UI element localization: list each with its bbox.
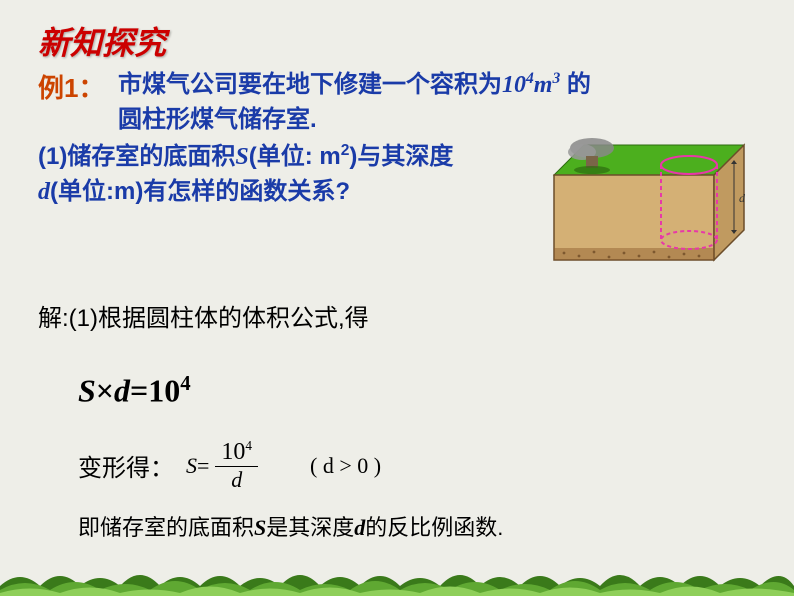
fraction: 104 d [215, 438, 258, 493]
question-1: (1)储存室的底面积S(单位: m2)与其深度d(单位:m)有怎样的函数关系? [38, 140, 478, 210]
fraction-top: 104 [215, 438, 258, 467]
fraction-bot: d [225, 467, 248, 493]
eq1-eq: =10 [130, 373, 180, 409]
problem-text-1: 市煤气公司要在地下修建一个容积为 [118, 71, 502, 98]
conclusion-post: 的反比例函数. [365, 515, 503, 540]
volume-base: 10 [502, 72, 526, 98]
eq2-S: S [186, 453, 197, 479]
q1-part2: (单位: m [249, 143, 341, 170]
footer-decoration [0, 548, 794, 596]
conclusion: 即储存室的底面积S是其深度d的反比例函数. [78, 510, 503, 542]
volume-unit: m [534, 72, 553, 98]
conclusion-d: d [354, 515, 365, 540]
condition: ( d > 0 ) [310, 453, 381, 479]
eq1-S: S [78, 373, 96, 409]
eq2-equals: = [197, 453, 209, 479]
equation-sd: S×d=104 [78, 372, 191, 410]
problem-text-2: 的 [560, 71, 591, 98]
volume-exp: 4 [526, 70, 534, 87]
q1-part3: )与其深度 [349, 143, 453, 170]
q1-part1: (1)储存室的底面积 [38, 143, 235, 170]
conclusion-S: S [254, 515, 266, 540]
q1-S: S [235, 144, 248, 170]
conclusion-pre: 即储存室的底面积 [78, 515, 254, 540]
cylinder-diagram: d [544, 130, 754, 275]
transform-label: 变形得： [78, 448, 174, 483]
q1-part4: (单位:m)有怎样的函数关系? [50, 178, 350, 205]
transform-row: 变形得： S = 104 d ( d > 0 ) [78, 438, 381, 493]
eq1-d: d [114, 373, 130, 409]
section-title: 新知探究 [38, 18, 166, 64]
conclusion-mid: 是其深度 [266, 515, 354, 540]
q1-d: d [38, 179, 50, 205]
svg-text:d: d [739, 191, 746, 205]
example-label: 例1： [38, 68, 104, 105]
problem-statement: 市煤气公司要在地下修建一个容积为104m3 的 圆柱形煤气储存室. [118, 68, 758, 138]
frac-top-base: 10 [221, 439, 245, 465]
solution-label: 解:(1)根据圆柱体的体积公式,得 [38, 298, 369, 333]
fraction-equation: S = 104 d [186, 438, 258, 493]
eq1-exp: 4 [180, 372, 190, 395]
eq1-times: × [96, 373, 114, 409]
frac-top-exp: 4 [245, 438, 252, 453]
problem-line2: 圆柱形煤气储存室. [118, 106, 317, 133]
